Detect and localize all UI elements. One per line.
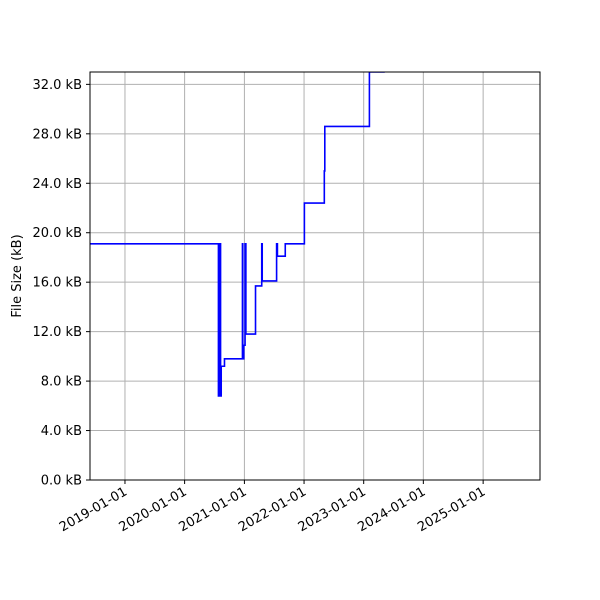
- y-tick-label: 4.0 kB: [41, 424, 82, 439]
- y-axis-label: File Size (kB): [10, 234, 25, 317]
- y-tick-label: 20.0 kB: [32, 226, 82, 241]
- y-tick-label: 16.0 kB: [32, 276, 82, 291]
- y-axis: 0.0 kB 4.0 kB 8.0 kB 12.0 kB 16.0 kB 20.0 kB 2…: [32, 78, 90, 489]
- x-tick-label: 2025-01-01: [415, 484, 488, 535]
- grid-layer: [90, 72, 540, 480]
- series-layer: [90, 72, 385, 397]
- y-tick-label: 0.0 kB: [41, 474, 82, 489]
- y-tick-label: 24.0 kB: [32, 177, 82, 192]
- series-line-0: [90, 72, 385, 397]
- y-tick-label: 12.0 kB: [32, 325, 82, 340]
- x-axis: 2019-01-012020-01-012021-01-012022-01-01…: [57, 480, 488, 535]
- plot-frame: [89, 71, 541, 481]
- y-tick-label: 28.0 kB: [32, 127, 82, 142]
- y-tick-label: 8.0 kB: [41, 375, 82, 390]
- y-tick-label: 32.0 kB: [32, 78, 82, 93]
